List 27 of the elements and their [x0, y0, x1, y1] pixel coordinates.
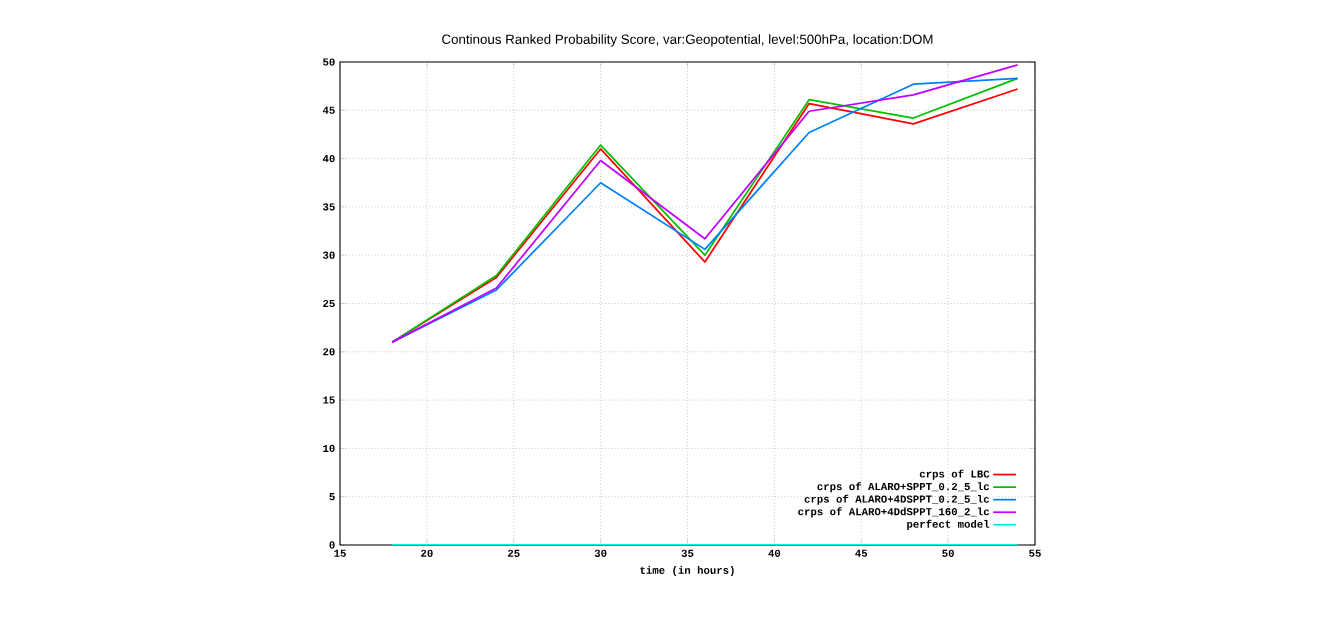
y-tick-label: 45 [322, 106, 335, 114]
legend-label: crps of ALARO+4DSPPT_0.2_5_lc [804, 494, 989, 505]
y-tick-label: 0 [329, 541, 335, 549]
y-tick-label: 50 [323, 58, 335, 66]
x-tick-label: 20 [421, 549, 433, 557]
x-tick-label: 45 [855, 549, 868, 557]
legend-label: crps of ALARO+SPPT_0.2_5_lc [817, 482, 990, 493]
chart-title: Continous Ranked Probability Score, var:Geopotential, level:500hPa, location:DOM [442, 34, 933, 47]
y-tick-label: 40 [322, 154, 335, 163]
x-tick-label: 35 [681, 549, 694, 557]
x-tick-label: 25 [508, 549, 520, 557]
y-tick-label: 35 [322, 203, 335, 211]
y-tick-label: 10 [323, 444, 335, 453]
y-tick-label: 20 [323, 348, 335, 356]
x-tick-label: 55 [1029, 549, 1041, 557]
x-tick-label: 15 [334, 549, 346, 557]
x-tick-label: 40 [768, 549, 781, 557]
x-tick-label: 30 [594, 549, 607, 557]
x-axis-title: time (in hours) [640, 566, 734, 577]
legend-label: crps of LBC [919, 469, 990, 480]
legend-label: perfect model [907, 519, 990, 530]
x-tick-label: 50 [942, 549, 954, 557]
y-tick-label: 5 [329, 493, 335, 501]
y-tick-label: 30 [322, 251, 335, 259]
y-tick-label: 25 [323, 299, 335, 308]
y-tick-label: 15 [323, 396, 335, 404]
legend-label: crps of ALARO+4DdSPPT_160_2_lc [798, 507, 989, 518]
